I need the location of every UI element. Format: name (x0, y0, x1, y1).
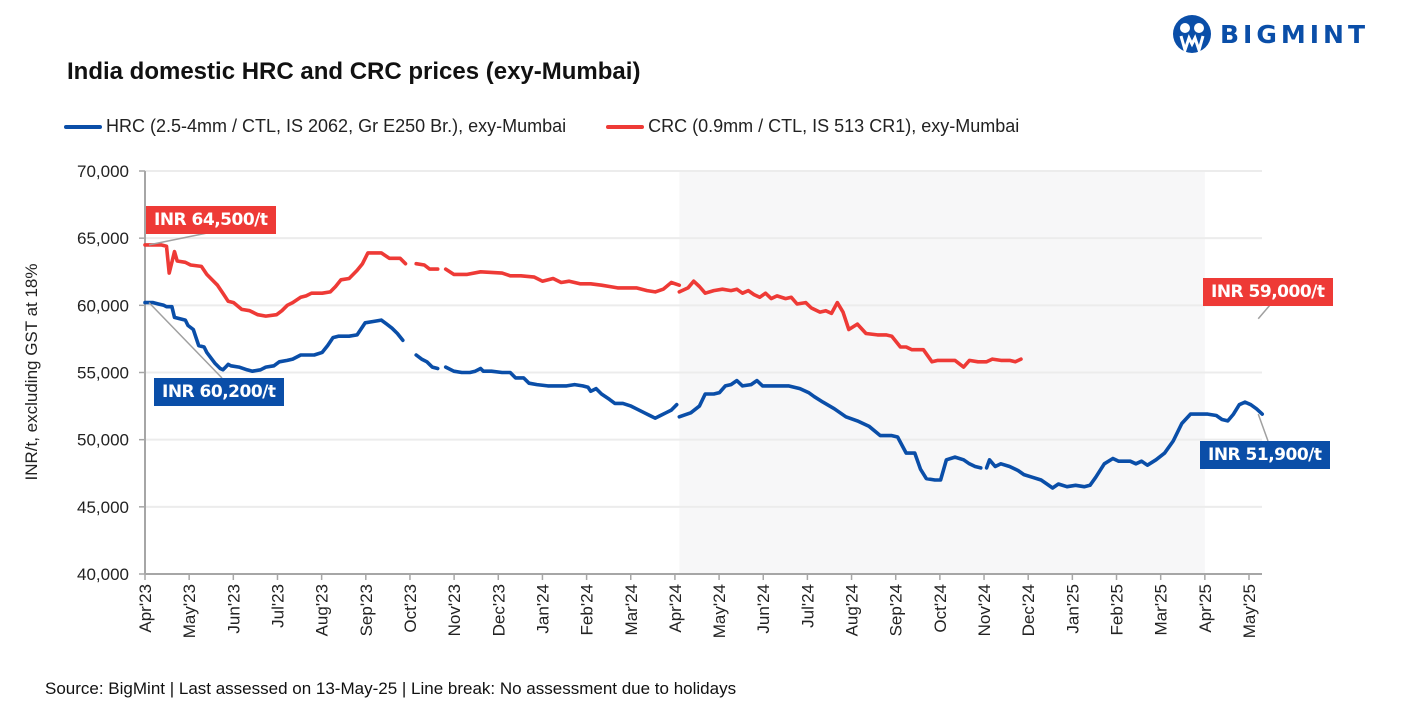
source-footer: Source: BigMint | Last assessed on 13-Ma… (45, 679, 737, 698)
x-tick-label: Jun'23 (224, 584, 243, 634)
y-tick-label: 55,000 (77, 364, 129, 383)
callout-hrc-end: INR 51,900/t (1200, 441, 1330, 469)
legend-label-crc: CRC (0.9mm / CTL, IS 513 CR1), exy-Mumba… (648, 116, 1020, 136)
y-tick-label: 45,000 (77, 498, 129, 517)
legend: HRC (2.5-4mm / CTL, IS 2062, Gr E250 Br.… (64, 116, 1053, 137)
y-tick-label: 50,000 (77, 431, 129, 450)
series-line-crc-2024 (677, 279, 1023, 369)
y-tick-label: 40,000 (77, 565, 129, 584)
legend-label-hrc: HRC (2.5-4mm / CTL, IS 2062, Gr E250 Br.… (106, 116, 567, 136)
legend-item-hrc[interactable]: HRC (2.5-4mm / CTL, IS 2062, Gr E250 Br.… (64, 116, 566, 137)
x-tick-label: Mar'24 (622, 584, 641, 635)
legend-swatch-hrc (64, 124, 102, 129)
x-tick-label: Jan'25 (1063, 584, 1082, 634)
logo-text: BIGMINT (1220, 19, 1370, 49)
series-line-hrc-2023 (143, 300, 679, 420)
x-tick-label: May'23 (180, 584, 199, 638)
callout-leader-line (148, 302, 223, 379)
x-tick-label: Jul'23 (268, 584, 287, 628)
series-line-crc-2023 (143, 243, 682, 318)
x-tick-label: Dec'23 (489, 584, 508, 636)
x-tick-label: Mar'25 (1152, 584, 1171, 635)
series-line-hrc-2024 (677, 378, 1264, 490)
callout-leader-line (1257, 304, 1271, 320)
bigmint-logo-icon (1173, 15, 1211, 54)
x-tick-label: Aug'23 (313, 584, 332, 636)
callout-leader-line (1257, 413, 1269, 442)
callout-crc-start: INR 64,500/t (146, 206, 276, 234)
legend-swatch-crc (606, 124, 645, 129)
x-tick-label: Apr'23 (136, 584, 155, 633)
x-tick-label: Sep'23 (357, 584, 376, 636)
x-tick-label: Oct'24 (931, 584, 950, 633)
legend-item-crc[interactable]: CRC (0.9mm / CTL, IS 513 CR1), exy-Mumba… (606, 116, 1019, 137)
callout-crc-end: INR 59,000/t (1203, 278, 1333, 306)
x-tick-label: Feb'24 (578, 584, 597, 635)
y-tick-label: 60,000 (77, 296, 129, 315)
x-tick-label: Sep'24 (887, 584, 906, 636)
x-tick-label: Feb'25 (1108, 584, 1127, 635)
chart-title: India domestic HRC and CRC prices (exy-M… (67, 58, 641, 85)
x-tick-label: Nov'23 (445, 584, 464, 636)
x-tick-label: Oct'23 (401, 584, 420, 633)
x-tick-label: Aug'24 (843, 584, 862, 636)
x-tick-label: Jun'24 (754, 584, 773, 634)
x-tick-label: May'25 (1240, 584, 1259, 638)
x-tick-label: Dec'24 (1019, 584, 1038, 636)
x-tick-label: May'24 (710, 584, 729, 638)
axis-layer: 40,000 45,000 50,000 55,000 60,000 65,000 70,0… (77, 162, 1262, 638)
y-tick-label: 65,000 (77, 229, 129, 248)
x-tick-label: Jul'24 (798, 584, 817, 628)
x-tick-label: Apr'24 (666, 584, 685, 633)
grid-layer (145, 170, 1262, 508)
series-layer (143, 243, 1264, 490)
bigmint-logo: BIGMINT (1172, 14, 1369, 54)
x-tick-label: Apr'25 (1196, 584, 1215, 633)
y-tick-label: 70,000 (77, 162, 129, 181)
callout-hrc-start: INR 60,200/t (154, 378, 284, 406)
x-tick-label: Nov'24 (975, 584, 994, 636)
x-tick-label: Jan'24 (533, 584, 552, 634)
